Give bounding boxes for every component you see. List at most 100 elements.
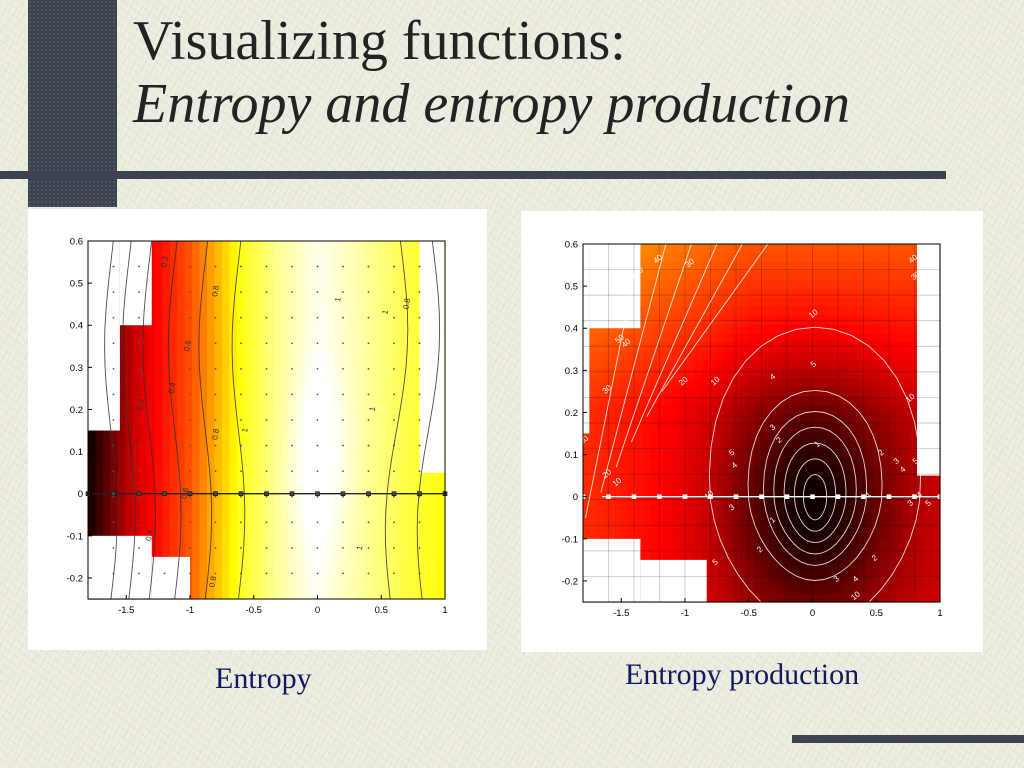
y-tick-label: 0.1	[70, 447, 83, 458]
slice-marker	[289, 491, 295, 497]
slice-marker	[111, 491, 116, 497]
contour-label: 0.3	[159, 255, 170, 268]
domain-masks	[88, 241, 445, 599]
slice-marker	[810, 494, 815, 500]
contour-label: 3	[832, 574, 842, 584]
slice-marker	[238, 491, 244, 497]
contour-label: 4	[915, 490, 925, 500]
grid-lines	[583, 244, 940, 602]
contour-label: 1	[240, 427, 250, 433]
contour-label: 4	[730, 460, 740, 470]
y-tick-label: 0.2	[565, 408, 578, 419]
contour-label: 0.4	[144, 529, 155, 542]
title-line-1: Visualizing functions:	[133, 10, 626, 72]
contour-label: 2	[876, 447, 886, 457]
y-tick-label: 0.3	[565, 366, 578, 377]
contour-label: 5	[809, 359, 819, 369]
domain-masks	[583, 244, 940, 602]
contour-label: 2	[774, 435, 784, 445]
contour-label: 5	[911, 456, 921, 466]
x-tick-label: -1	[681, 608, 689, 619]
y-tick-label: 0.6	[565, 240, 578, 251]
slice-marker	[657, 494, 662, 500]
contour-label: 0.6	[182, 339, 193, 352]
plot-frame	[582, 243, 941, 603]
contour-label: 4	[898, 464, 908, 474]
x-tick-label: -1.5	[613, 608, 629, 619]
slice-marker	[264, 491, 269, 497]
entropy-heatmap: 0.3 0.2 0.4 0.6 0.8 0.8 0.6 0.4 0.8 1 1 1 1 1 0.8 -1.5 -…	[67, 237, 448, 617]
plot-frame	[87, 240, 446, 600]
entropy-production-heatmap: 5040302010403050403030201010101054321543…	[562, 240, 943, 627]
bottom-rule	[792, 735, 1024, 743]
contour-label: 0.6	[180, 486, 191, 499]
slice-marker	[886, 494, 892, 500]
slice-marker	[391, 491, 397, 497]
x-tick-label: 0	[810, 608, 815, 619]
y-tick-label: -0.1	[67, 531, 83, 542]
x-tick-label: 1	[937, 608, 942, 619]
y-tick-label: 0.1	[565, 450, 578, 461]
grid-points	[112, 265, 421, 575]
contour-label: 0.8	[208, 575, 219, 588]
contour-label: 1	[380, 309, 390, 315]
contour-label: 1	[368, 406, 378, 412]
x-tick-label: -1.5	[118, 605, 134, 616]
contour-label: 3	[727, 502, 737, 512]
contour-label: 2	[755, 544, 765, 554]
contour-label: 3	[892, 456, 902, 466]
slice-line	[85, 491, 448, 497]
x-tick-label: 0	[315, 605, 320, 616]
y-tick-label: 0.5	[565, 282, 578, 293]
contour-label: 0.8	[210, 284, 221, 297]
contour-label: 5	[711, 557, 721, 567]
slice-marker	[606, 494, 611, 500]
x-tick-label: 0.5	[870, 608, 883, 619]
y-tick-label: 0.6	[70, 237, 83, 248]
y-tick-label: 0.3	[70, 363, 83, 374]
slice-marker	[366, 491, 371, 497]
slice-marker	[835, 494, 841, 500]
slice-marker	[912, 494, 917, 500]
contour-label: 0.4	[167, 381, 178, 394]
contour-lines	[585, 243, 922, 627]
title-line-2: Entropy and entropy production	[133, 73, 851, 135]
slice-marker	[187, 491, 193, 497]
entropy-production-caption: Entropy production	[625, 658, 860, 691]
contour-label: 3	[768, 422, 778, 432]
contour-label: 5	[727, 447, 737, 457]
contour-label: 3	[906, 498, 916, 508]
title-rule	[0, 171, 946, 179]
contour-label: 1	[864, 490, 874, 500]
contour-label: 1	[768, 515, 778, 525]
contour-label: 0.8	[401, 297, 412, 310]
entropy-plot-panel: 0.3 0.2 0.4 0.6 0.8 0.8 0.6 0.4 0.8 1 1 1 1 1 0.8 -1.5 -…	[28, 209, 487, 650]
contour-label: 1	[333, 296, 343, 302]
slide-title: Visualizing functions: Entropy and entro…	[133, 10, 850, 136]
slice-marker	[315, 491, 320, 497]
contour-lines	[104, 240, 441, 600]
slice-marker	[340, 491, 346, 497]
y-tick-label: 0.2	[70, 405, 83, 416]
contour-label: 0.8	[210, 428, 221, 441]
slice-marker	[213, 491, 218, 497]
contour-label: 1	[813, 439, 823, 449]
y-tick-label: -0.1	[562, 534, 578, 545]
slice-marker	[733, 494, 739, 500]
y-tick-label: 0	[573, 492, 578, 503]
y-tick-label: -0.2	[562, 576, 578, 587]
x-tick-label: 0.5	[375, 605, 388, 616]
contour-label: 0.2	[135, 398, 146, 411]
entropy-production-plot-panel: 5040302010403050403030201010101054321543…	[521, 211, 983, 652]
slice-line	[580, 494, 943, 500]
slice-marker	[631, 494, 637, 500]
y-tick-label: 0.4	[565, 324, 578, 335]
contour-label: 2	[870, 553, 880, 563]
slice-marker	[136, 491, 142, 497]
slice-marker	[759, 494, 764, 500]
y-tick-label: 0.4	[70, 321, 83, 332]
slice-marker	[417, 491, 422, 497]
contour-label: 4	[768, 372, 778, 382]
y-tick-label: 0.5	[70, 279, 83, 290]
x-tick-label: -1	[186, 605, 194, 616]
